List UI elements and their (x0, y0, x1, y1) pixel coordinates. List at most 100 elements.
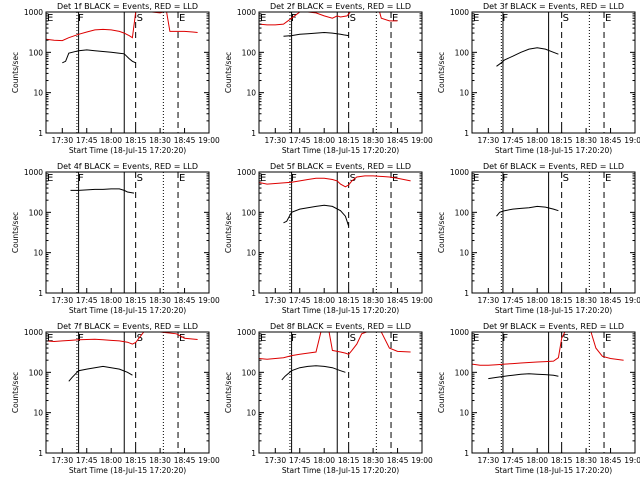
x-tick-label: 18:45 (387, 136, 409, 145)
time-marker-label: E (47, 173, 53, 184)
x-tick-label: 19:00 (411, 456, 433, 465)
x-tick-label: 19:00 (198, 296, 220, 305)
x-axis-label: Start Time (18-Jul-15 17:20:20) (69, 146, 186, 155)
x-tick-label: 17:30 (264, 136, 286, 145)
y-tick-label: 10 (246, 249, 256, 258)
x-tick-label: 18:00 (100, 296, 122, 305)
x-tick-label: 18:30 (362, 136, 384, 145)
y-tick-label: 10 (459, 89, 469, 98)
y-tick-label: 100 (455, 208, 470, 217)
lld-series-line (259, 332, 411, 360)
x-tick-label: 18:30 (149, 296, 171, 305)
y-tick-label: 1000 (237, 8, 256, 17)
time-marker-label: S (137, 13, 143, 24)
x-axis-label: Start Time (18-Jul-15 17:20:20) (495, 146, 612, 155)
time-marker-label: S (563, 173, 569, 184)
time-marker-label: F (502, 333, 508, 344)
x-tick-label: 19:00 (411, 296, 433, 305)
x-tick-label: 19:00 (411, 136, 433, 145)
events-series-line (496, 47, 559, 67)
y-axis-label: Counts/sec (11, 212, 20, 253)
y-tick-label: 10 (33, 89, 43, 98)
x-tick-label: 17:45 (502, 136, 524, 145)
y-axis-label: Counts/sec (224, 52, 233, 93)
x-tick-label: 18:15 (551, 296, 573, 305)
x-axis-label: Start Time (18-Jul-15 17:20:20) (495, 466, 612, 475)
events-series-line (68, 365, 133, 382)
events-series-line (283, 204, 350, 227)
y-tick-label: 1000 (24, 8, 43, 17)
x-tick-label: 17:45 (76, 456, 98, 465)
x-tick-label: 18:15 (338, 136, 360, 145)
chart-panel: Det 8f BLACK = Events, RED = LLD E F S E 1 10 1… (224, 322, 433, 475)
chart-panel: Det 9f BLACK = Events, RED = LLD E F S E 1 10 1… (437, 322, 640, 475)
plot-frame (471, 331, 636, 454)
lld-series-line (259, 175, 411, 188)
x-tick-label: 18:30 (575, 296, 597, 305)
y-tick-label: 100 (29, 48, 44, 57)
x-tick-label: 17:45 (289, 296, 311, 305)
time-marker-label: S (563, 333, 569, 344)
time-marker-label: E (260, 13, 266, 24)
x-tick-label: 19:00 (198, 456, 220, 465)
x-tick-label: 17:30 (51, 136, 73, 145)
y-axis-label: Counts/sec (224, 212, 233, 253)
y-axis-label: Counts/sec (224, 372, 233, 413)
y-tick-label: 100 (29, 208, 44, 217)
y-tick-label: 1 (251, 129, 256, 138)
x-tick-label: 17:30 (51, 456, 73, 465)
x-tick-label: 18:30 (149, 456, 171, 465)
x-tick-label: 19:00 (624, 296, 640, 305)
lld-series-line (259, 12, 398, 26)
y-tick-label: 10 (33, 409, 43, 418)
x-tick-label: 18:30 (149, 136, 171, 145)
x-tick-label: 18:15 (551, 456, 573, 465)
y-tick-label: 100 (242, 48, 257, 57)
y-tick-label: 10 (459, 249, 469, 258)
time-marker-label: F (502, 173, 508, 184)
time-marker-label: S (350, 173, 356, 184)
chart-panel: Det 1f BLACK = Events, RED = LLD E F S E 1 10 1… (11, 2, 220, 155)
time-marker-label: E (47, 13, 53, 24)
lld-series-line (46, 12, 198, 42)
time-marker-label: S (563, 13, 569, 24)
time-marker-label: E (260, 333, 266, 344)
time-marker-label: E (473, 13, 479, 24)
x-tick-label: 17:30 (51, 296, 73, 305)
y-tick-label: 1 (38, 449, 43, 458)
plot-frame (45, 331, 210, 454)
time-marker-label: E (47, 333, 53, 344)
y-axis-label: Counts/sec (11, 52, 20, 93)
events-series-line (281, 365, 346, 381)
x-tick-label: 18:00 (526, 456, 548, 465)
chart-title: Det 7f BLACK = Events, RED = LLD (57, 322, 198, 331)
x-tick-label: 18:00 (100, 456, 122, 465)
x-tick-label: 17:45 (502, 296, 524, 305)
time-marker-label: F (78, 333, 84, 344)
plot-frame (258, 11, 423, 134)
time-marker-label: S (137, 173, 143, 184)
x-tick-label: 18:00 (100, 136, 122, 145)
time-marker-label: E (260, 173, 266, 184)
time-marker-label: E (179, 13, 185, 24)
x-tick-label: 17:45 (502, 456, 524, 465)
chart-title: Det 9f BLACK = Events, RED = LLD (483, 322, 624, 331)
plot-frame (45, 11, 210, 134)
y-tick-label: 100 (455, 368, 470, 377)
x-tick-label: 18:45 (387, 296, 409, 305)
time-marker-label: E (392, 333, 398, 344)
chart-panel: Det 5f BLACK = Events, RED = LLD E F S E 1 10 1… (224, 162, 433, 315)
chart-title: Det 6f BLACK = Events, RED = LLD (483, 162, 624, 171)
x-tick-label: 17:45 (289, 136, 311, 145)
x-tick-label: 18:00 (313, 296, 335, 305)
y-axis-label: Counts/sec (11, 372, 20, 413)
time-marker-label: E (392, 13, 398, 24)
y-tick-label: 1 (38, 289, 43, 298)
x-tick-label: 19:00 (198, 136, 220, 145)
chart-panel: Det 7f BLACK = Events, RED = LLD E F S E 1 10 1… (11, 322, 220, 475)
time-marker-label: F (291, 13, 297, 24)
x-tick-label: 18:45 (174, 136, 196, 145)
x-tick-label: 18:30 (575, 456, 597, 465)
y-tick-label: 1 (251, 449, 256, 458)
time-marker-label: E (605, 173, 611, 184)
